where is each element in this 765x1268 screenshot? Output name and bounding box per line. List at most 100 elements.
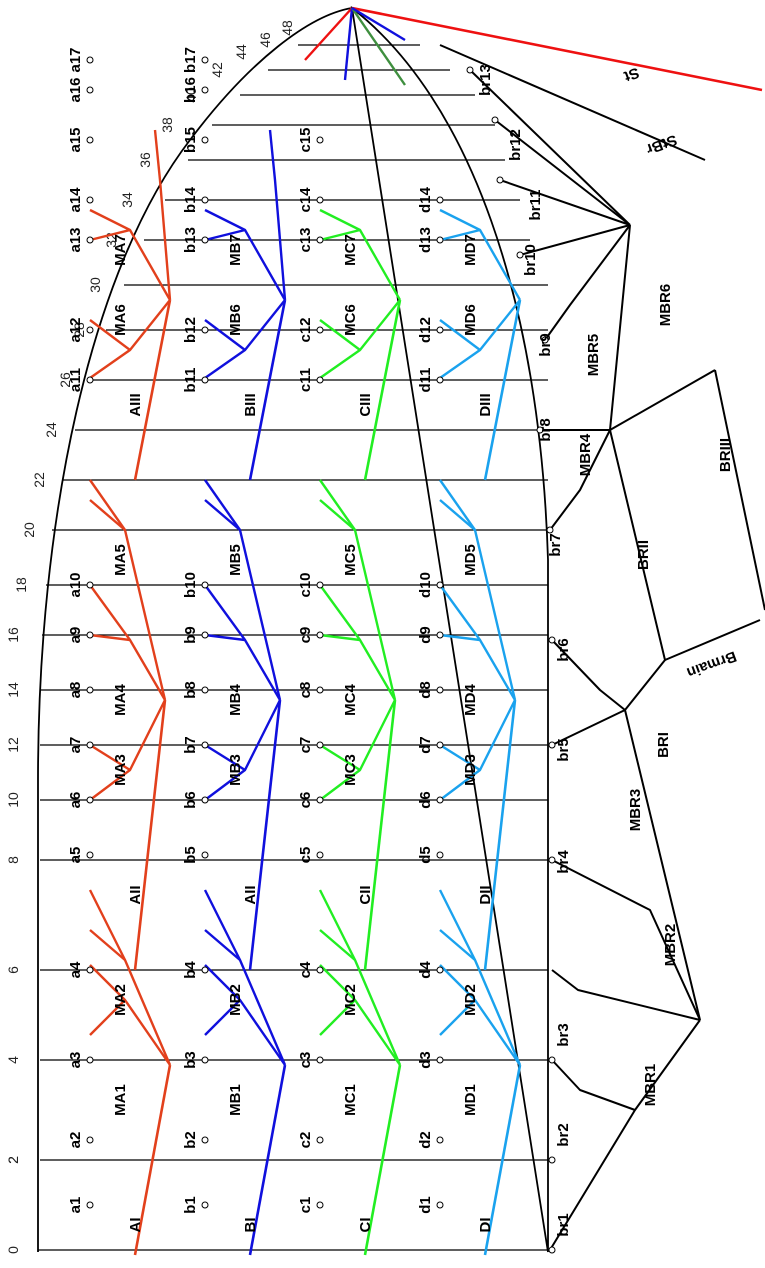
vein-node-marker: [86, 581, 94, 589]
vein-node-label: c14: [297, 187, 314, 213]
vein-group-label: CI: [357, 1218, 374, 1233]
vein-node-marker: [201, 686, 209, 694]
vein-branch: [319, 584, 361, 641]
vein-node-label: a2: [67, 1132, 84, 1149]
vein-branch-label: MD3: [462, 754, 479, 786]
vein-node-marker: [436, 796, 444, 804]
root-node-label: br9: [537, 333, 554, 356]
vein-node-marker: [201, 851, 209, 859]
vein-node-marker: [86, 196, 94, 204]
vein-branch: [89, 999, 126, 1036]
tick-label: 28: [71, 322, 87, 338]
vein-group-label: AI: [127, 1218, 144, 1233]
vein-branch-label: MA3: [112, 754, 129, 786]
vein-branch: [439, 743, 481, 772]
vein-node-label: b1: [182, 1196, 199, 1214]
root-branch-label: MBR5: [585, 334, 602, 377]
vein-node-label: b7: [182, 736, 199, 754]
tick-label: 24: [43, 422, 59, 438]
vein-node-label: c15: [297, 127, 314, 152]
vein-group-label: AIII: [127, 393, 144, 416]
vein-node-label: d12: [417, 317, 434, 343]
vein-node-marker: [436, 851, 444, 859]
root-branch: [714, 369, 765, 611]
root-node-marker: [546, 526, 554, 534]
vein-branch: [204, 208, 287, 301]
vein-branch-label: MC3: [342, 754, 359, 786]
vein-branch: [89, 479, 126, 531]
vein-node-label: c13: [297, 227, 314, 252]
vein-node-marker: [316, 326, 324, 334]
vein-node-marker: [436, 196, 444, 204]
root-node-marker: [548, 1246, 556, 1254]
root-branch: [609, 369, 716, 431]
vein-node-marker: [316, 1056, 324, 1064]
node-labels: a1 a2 a3 a4 a5 a6 a7 a8 a9 a10 a11 a12 a13 a14 a15 a16 a…: [67, 47, 739, 1237]
stem-line: [343, 7, 354, 81]
vein-node-label: c2: [297, 1132, 314, 1149]
vein-node-label: a7: [67, 737, 84, 754]
vein-node-label: c10: [297, 572, 314, 597]
vein-group-stem: [483, 299, 522, 481]
vein-node-marker: [201, 136, 209, 144]
root-trunk-label: Brmain: [684, 647, 738, 681]
vein-system-C: [316, 136, 402, 1256]
vein-group-label: BIII: [242, 393, 259, 416]
vein-node-marker: [316, 136, 324, 144]
stem-line: [351, 7, 406, 86]
vein-branch-label: MD6: [462, 304, 479, 336]
vein-branch: [204, 929, 287, 1066]
segment-tick-labels: 0224681012141618202224262830323436384042…: [5, 20, 295, 1254]
vein-node-label: d3: [417, 1051, 434, 1069]
vein-node-marker: [201, 966, 209, 974]
root-node-marker: [548, 741, 556, 749]
vein-node-marker: [86, 966, 94, 974]
vein-group-stem: [483, 699, 517, 971]
vein-node-marker: [86, 686, 94, 694]
tick-label: 14: [5, 682, 21, 698]
vein-branch-label: MB3: [227, 754, 244, 786]
vein-group-label: DIII: [477, 393, 494, 416]
vein-group-stem: [248, 699, 282, 971]
root-node-label: br13: [477, 64, 494, 96]
vein-node-marker: [316, 741, 324, 749]
vein-node-label: c7: [297, 737, 314, 754]
vein-branch-label: MB6: [227, 304, 244, 336]
vein-branch: [89, 319, 131, 351]
root-node-label: br4: [555, 850, 572, 874]
vein-node-label: b10: [182, 572, 199, 598]
vein-group-label: CIII: [357, 393, 374, 416]
vein-node-label: a15: [67, 127, 84, 152]
vein-node-label: b4: [182, 961, 199, 979]
root-branch-label: MBR2: [662, 924, 679, 967]
vein-node-label: c9: [297, 627, 314, 644]
vein-node-marker: [86, 1136, 94, 1144]
vein-node-marker: [316, 1201, 324, 1209]
vein-node-marker: [86, 741, 94, 749]
vein-branch: [88, 889, 127, 961]
tick-label: 20: [21, 522, 37, 538]
vein-branch-label: MB2: [227, 984, 244, 1016]
tick-label: 38: [159, 117, 175, 133]
vein-group-label: DII: [477, 885, 494, 904]
vein-node-label: d11: [417, 367, 434, 392]
vein-node-label: a13: [67, 227, 84, 252]
vein-branch: [268, 129, 287, 301]
vein-node-marker: [86, 376, 94, 384]
root-node-marker: [496, 176, 504, 184]
vein-node-marker: [436, 966, 444, 974]
root-branch: [664, 619, 761, 661]
vein-branch-label: MC2: [342, 984, 359, 1016]
vein-group-stem: [133, 1064, 172, 1256]
vein-node-label: d8: [417, 681, 434, 699]
tick-label: 44: [233, 44, 249, 60]
vein-branch: [319, 208, 402, 301]
root-node-label: br10: [522, 244, 539, 276]
vein-branch-label: MB4: [227, 684, 244, 716]
root-node-label: br2: [555, 1123, 572, 1146]
root-node-label: br11: [527, 190, 544, 221]
vein-branch: [439, 319, 481, 351]
vein-node-marker: [436, 686, 444, 694]
tick-label: 36: [137, 152, 153, 168]
